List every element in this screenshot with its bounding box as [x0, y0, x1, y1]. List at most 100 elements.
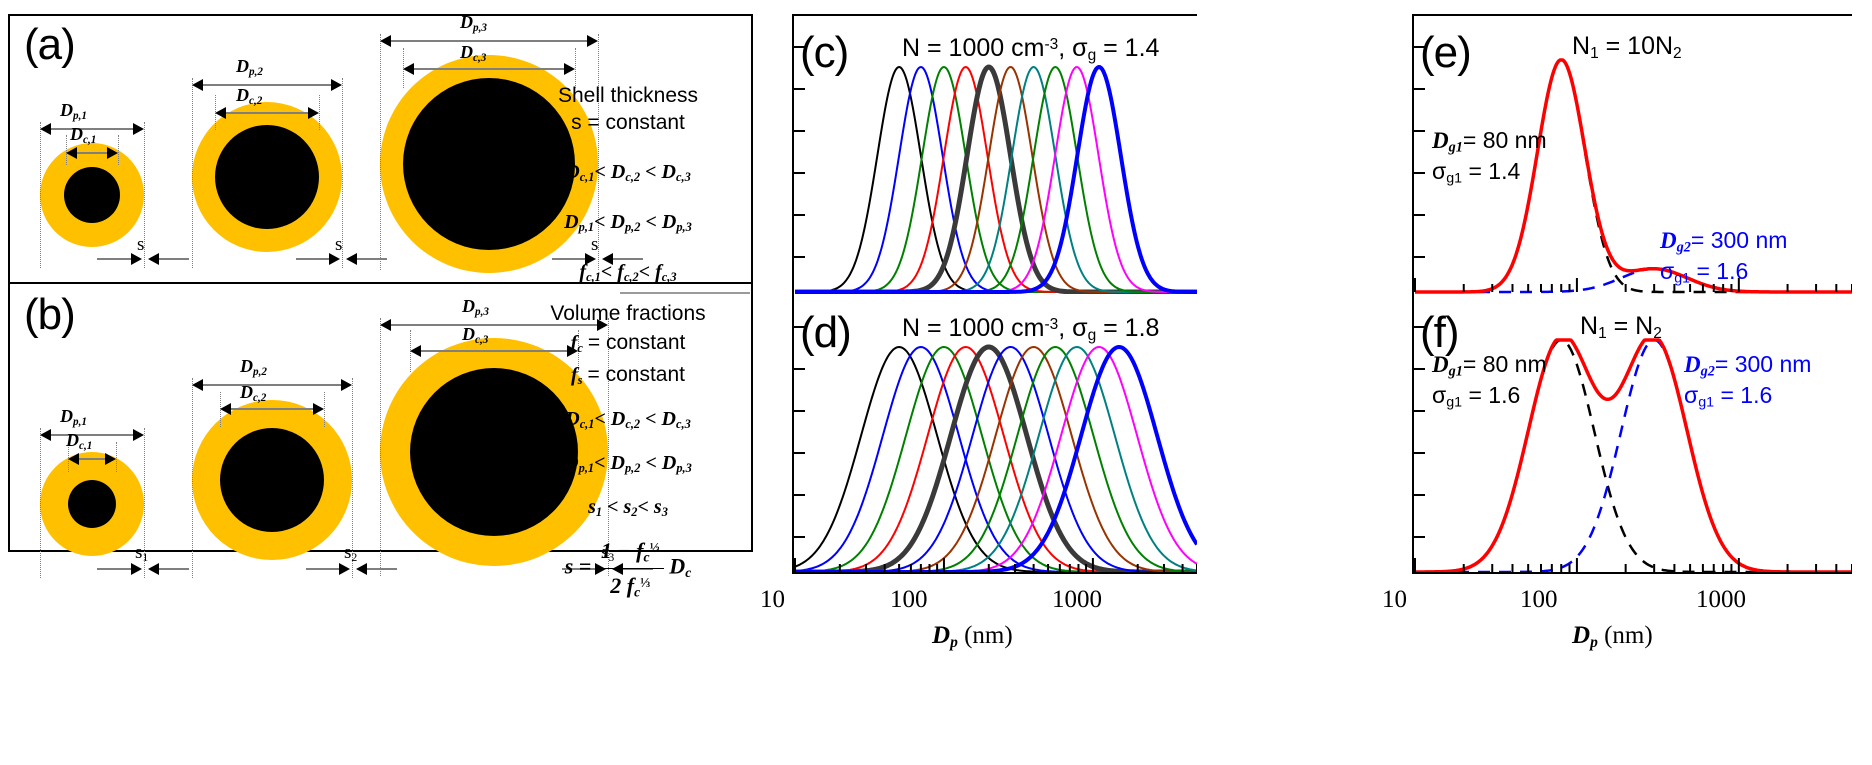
panel-f-ytick: [1414, 326, 1425, 328]
guide-a3-right: [598, 34, 599, 270]
panel-d-title: N = 1000 cm-3, σg = 1.8: [902, 314, 1160, 344]
s-a2-arrow2: [346, 253, 357, 265]
panel-cd-xtick-100: 100: [890, 586, 928, 613]
panel-f-ytick: [1414, 410, 1425, 412]
panel-ef-xtick-100: 100: [1520, 586, 1558, 613]
particle-a3-core: [403, 78, 575, 250]
dim-b-dc1-label: Dc,1: [66, 430, 93, 452]
curve-mode-7: [795, 65, 1197, 293]
panel-d-letter: (d): [800, 308, 852, 357]
particle-a2-shell: [192, 102, 342, 252]
dim-a-dp2-line: [197, 84, 337, 86]
guide-a1-right: [144, 122, 145, 268]
curve-mode-2-dashed: [1415, 267, 1852, 294]
s-b1-arrow2: [148, 563, 159, 575]
panel-a-ineq-core: Dc,1< Dc,2 < Dc,3: [565, 160, 691, 184]
panel-b-formula: s = 1 − fc⅓ 2 fc⅓ Dc: [510, 534, 746, 603]
s-a3-line2: [605, 258, 643, 260]
particle-b2-core: [220, 428, 324, 532]
panel-d-ytick: [794, 536, 805, 538]
panel-f-annot-mode1: Dg1= 80 nm σg1 = 1.6: [1432, 351, 1547, 411]
panel-c-plot: (c) N = 1000 cm-3, σg = 1.4: [792, 14, 1197, 294]
s-b1-arrow: [131, 563, 142, 575]
curve-mode-3: [795, 65, 1197, 293]
panel-cd-xtick-1000: 1000: [1052, 586, 1102, 613]
panel-d-ytick: [794, 326, 805, 328]
panel-e-frame-left: [1412, 14, 1414, 294]
panel-e-ytick: [1414, 214, 1425, 216]
dim-a-dc1-arrow-right: [107, 147, 118, 159]
panel-c-title: N = 1000 cm-3, σg = 1.4: [902, 34, 1160, 64]
panel-ef-xtick-10: 10: [1382, 586, 1407, 613]
panel-e-frame-top: [1412, 14, 1852, 16]
dim-a-dc3-arrow-left: [403, 63, 414, 75]
s-b1-line: [97, 568, 137, 570]
guide-b3-core-r: [578, 330, 579, 372]
panel-c-letter: (c): [800, 28, 849, 77]
dim-a-dp3-arrow-right: [587, 35, 598, 47]
panel-a-letter: (a): [24, 20, 76, 69]
text-separator-rule: [620, 292, 750, 294]
panel-e-ytick: [1414, 46, 1425, 48]
dim-b-dp1-label: Dp,1: [60, 406, 87, 428]
dim-b-dp3-arrow-left: [380, 319, 391, 331]
s-a1-label: s: [137, 234, 145, 255]
panel-e-ytick: [1414, 256, 1425, 258]
panel-d-plot: (d) N = 1000 cm-3, σg = 1.8: [792, 294, 1197, 574]
curve-mode-2: [795, 65, 1197, 293]
dim-a-dc1-line: [71, 152, 113, 154]
panel-b-heading: Volume fractions: [550, 302, 706, 325]
panel-a-heading-2: s = constant: [571, 111, 685, 135]
panel-f-annot-mode2: Dg2= 300 nm σg1 = 1.6: [1684, 351, 1812, 411]
panel-b-fc-constant: fc = constant: [570, 331, 686, 356]
panel-f-ytick: [1414, 536, 1425, 538]
particle-a2-core: [215, 125, 319, 229]
panel-ef-xlabel: Dp (nm): [1572, 622, 1653, 651]
guide-a3-left: [380, 34, 381, 270]
panel-b-letter: (b): [24, 290, 76, 339]
panel-a-heading-1: Shell thickness: [557, 84, 699, 107]
guide-b2-core-r: [324, 392, 325, 427]
panel-f-ytick: [1414, 368, 1425, 370]
panel-f-ytick: [1414, 494, 1425, 496]
dim-a-dc2-arrow-left: [215, 107, 226, 119]
particle-b1-core: [68, 480, 116, 528]
s-a1-line2: [151, 258, 189, 260]
dim-b-dp2-arrow-right: [341, 379, 352, 391]
curve-mode-6: [795, 65, 1197, 293]
dim-b-dp3-line: [385, 324, 603, 326]
panel-d-ytick: [794, 368, 805, 370]
dim-b-dc3-arrow-right: [567, 345, 578, 357]
dim-a-dc2-arrow-right: [308, 107, 319, 119]
dim-b-dc3-arrow-left: [410, 345, 421, 357]
particle-b1-shell: [40, 452, 144, 556]
dim-a-dp3-arrow-left: [380, 35, 391, 47]
curve-mode-5: [795, 64, 1197, 294]
panel-d-ytick: [794, 494, 805, 496]
panel-c-ytick: [794, 46, 805, 48]
s-b2-arrow: [339, 563, 350, 575]
panel-b-ineq-particle: Dp,1< Dp,2 < Dp,3: [564, 452, 692, 476]
panel-c-ytick: [794, 214, 805, 216]
guide-a2-left: [192, 78, 193, 268]
panel-c-curves: [795, 64, 1197, 294]
panel-cd-xtick-10: 10: [760, 586, 785, 613]
s-a2-label: s: [335, 234, 343, 255]
dim-a-dp1-arrow-left: [40, 123, 51, 135]
dim-a-dc2-label: Dc,2: [236, 85, 263, 107]
particle-a3-shell: [380, 55, 598, 273]
dim-b-dp1-line: [45, 434, 139, 436]
dim-b-dp3-label: Dp,3: [462, 296, 489, 318]
dim-a-dc1-arrow-left: [66, 147, 77, 159]
panel-f-frame-bottom: [1412, 572, 1852, 574]
s-b2-line2: [359, 568, 397, 570]
dim-a-dc1-label: Dc,1: [70, 124, 97, 146]
curve-total: [1415, 58, 1852, 294]
panel-b-fs-constant: fs = constant: [571, 362, 685, 387]
panel-d-frame-left: [792, 294, 794, 574]
curve-mode-1-dashed: [1415, 338, 1852, 574]
s-a3-label: s: [591, 234, 599, 255]
panel-f-title: N1 = N2: [1580, 312, 1662, 342]
dim-b-dp3-arrow-right: [597, 319, 608, 331]
